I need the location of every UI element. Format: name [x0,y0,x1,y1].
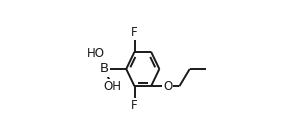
Text: F: F [131,26,138,39]
Text: HO: HO [87,47,105,60]
Text: F: F [131,99,138,112]
Text: B: B [100,63,109,75]
Text: O: O [163,80,172,93]
Text: OH: OH [103,80,121,93]
